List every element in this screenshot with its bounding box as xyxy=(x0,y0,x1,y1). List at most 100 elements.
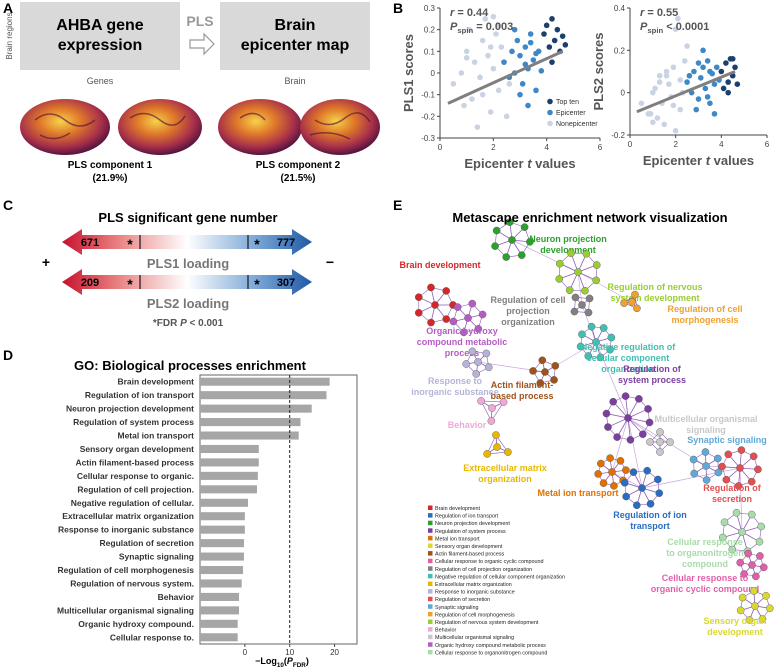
node xyxy=(751,602,759,610)
cluster-label: Brain development xyxy=(399,260,480,270)
x-tick-label: 6 xyxy=(598,143,603,152)
point xyxy=(549,16,555,22)
component-name: PLS component 2 xyxy=(256,160,341,171)
y-tick-label: 0.3 xyxy=(424,4,436,13)
node xyxy=(459,328,468,337)
point xyxy=(549,59,555,65)
cluster-label: Actin filament- xyxy=(491,380,554,390)
node xyxy=(493,443,501,451)
node xyxy=(748,561,756,569)
node xyxy=(645,418,654,427)
cluster-label: process xyxy=(445,348,480,358)
point xyxy=(711,111,718,117)
category-label: Actin filament-based process xyxy=(75,457,194,467)
node xyxy=(492,226,501,235)
cluster-label: secretion xyxy=(712,494,752,504)
note: *FDR P < 0.001 xyxy=(153,318,224,329)
stat-r: r = 0.55 xyxy=(640,7,678,19)
x-tick-label: 10 xyxy=(285,648,294,657)
bar xyxy=(200,539,244,548)
cluster-label: cellular component xyxy=(587,353,670,363)
node xyxy=(689,455,698,464)
node xyxy=(643,466,651,475)
cluster-label: organization xyxy=(478,474,532,484)
point xyxy=(697,75,704,81)
y-tick-label: -0.1 xyxy=(421,91,435,100)
legend-swatch xyxy=(428,535,433,541)
y-axis-label: PLS1 scores xyxy=(401,34,416,112)
node xyxy=(755,537,764,546)
x-tick-label: 2 xyxy=(491,143,496,152)
point xyxy=(546,44,553,50)
sign: − xyxy=(326,254,334,270)
category-label: Multicellular organismal signaling xyxy=(57,605,194,615)
legend-swatch xyxy=(547,120,553,127)
bar xyxy=(200,512,245,521)
node xyxy=(734,482,743,490)
node xyxy=(633,304,641,313)
legend-label: Extracellular matrix organization xyxy=(435,582,512,588)
node xyxy=(506,218,514,226)
cluster-label: organization xyxy=(601,364,655,374)
legend-swatch xyxy=(428,642,433,647)
brain xyxy=(118,99,202,155)
legend-label: Metal ion transport xyxy=(435,536,480,542)
x-axis-label-part: FDR xyxy=(293,662,306,668)
point xyxy=(559,33,566,39)
point xyxy=(527,31,534,37)
node xyxy=(752,572,760,581)
cluster-label: Behavior xyxy=(448,420,487,430)
bar xyxy=(200,525,245,534)
node xyxy=(656,428,664,436)
brain-folds xyxy=(34,112,371,140)
edge xyxy=(627,417,643,489)
legend-swatch xyxy=(428,581,433,586)
stat-p: Pspin < 0.0001 xyxy=(640,21,709,35)
node xyxy=(431,301,439,309)
point xyxy=(656,79,663,85)
point xyxy=(686,72,693,79)
point xyxy=(718,68,725,75)
node xyxy=(555,275,564,283)
legend-label: Negative regulation of cellular componen… xyxy=(435,574,565,580)
point xyxy=(682,58,688,64)
category-label: Regulation of cell morphogenesis xyxy=(58,565,195,575)
node xyxy=(758,615,767,623)
bar xyxy=(200,377,330,386)
node xyxy=(538,356,547,365)
node xyxy=(499,398,508,406)
legend-label: Top ten xyxy=(556,99,579,106)
category-label: Extracellular matrix organization xyxy=(62,511,194,521)
edge xyxy=(577,271,633,303)
bar xyxy=(200,431,299,440)
point xyxy=(503,113,510,120)
node xyxy=(592,338,600,346)
fit-line xyxy=(636,70,736,114)
legend-swatch xyxy=(428,505,433,510)
node xyxy=(756,552,764,560)
legend-label: Sensory organ development xyxy=(435,544,503,550)
category-label: Behavior xyxy=(158,592,195,602)
node xyxy=(613,433,621,441)
node xyxy=(646,500,655,508)
point xyxy=(734,81,741,87)
node xyxy=(757,522,766,531)
y-tick-label: -0.3 xyxy=(421,134,435,143)
legend-label: Multicellular organismal signaling xyxy=(435,635,514,641)
cluster-label: signaling xyxy=(686,425,726,435)
node xyxy=(427,318,435,327)
node xyxy=(581,286,589,295)
node xyxy=(491,242,499,250)
node xyxy=(738,593,747,602)
brain xyxy=(218,99,302,155)
node xyxy=(602,409,611,418)
note-part: * xyxy=(153,318,157,329)
panel-label: A xyxy=(3,0,13,16)
stat-r-part: r xyxy=(640,7,645,19)
legend-label: Brain development xyxy=(435,506,480,512)
point xyxy=(729,56,736,62)
legend-label: Regulation of ion transport xyxy=(435,514,499,520)
node xyxy=(633,501,641,510)
node xyxy=(736,558,745,567)
component-variance: (21.5%) xyxy=(280,173,315,184)
